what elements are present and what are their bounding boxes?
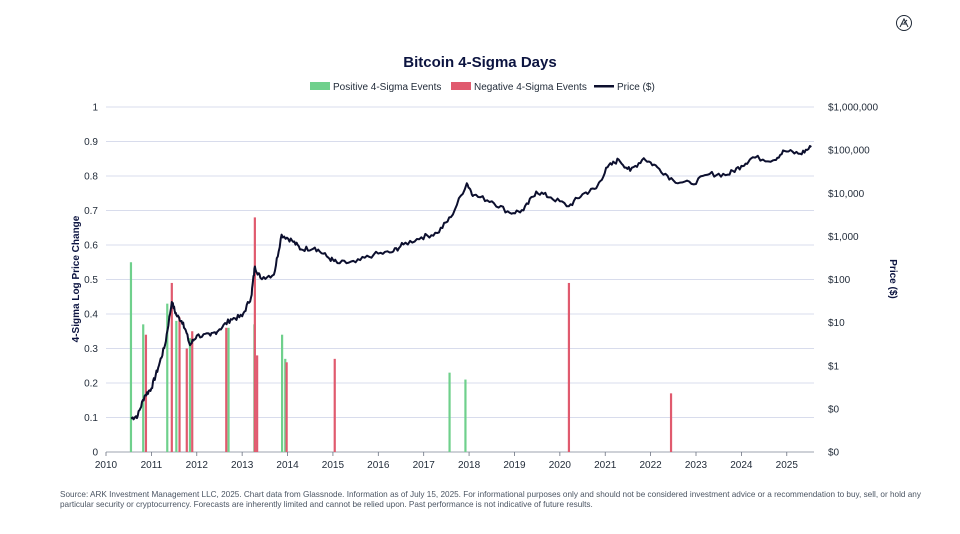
positive-event-bar [166, 303, 169, 452]
right-tick-label: $100 [828, 275, 851, 286]
negative-event-bar [170, 282, 173, 452]
right-tick-label: $10 [828, 318, 845, 329]
positive-event-bar [464, 379, 467, 452]
legend-label-2: Price ($) [617, 82, 655, 93]
positive-event-bar [284, 358, 287, 452]
left-tick-label: 0.6 [84, 241, 98, 252]
negative-event-bar [178, 317, 181, 452]
negative-event-bar [285, 362, 288, 452]
chart-title: Bitcoin 4-Sigma Days [403, 54, 556, 71]
left-tick-label: 0.7 [84, 206, 98, 217]
negative-event-bar [333, 358, 336, 452]
x-tick-label: 2013 [231, 460, 254, 471]
positive-event-bar [175, 320, 178, 452]
footnote: Source: ARK Investment Management LLC, 2… [60, 490, 921, 509]
x-tick-label: 2019 [503, 460, 526, 471]
positive-event-bar [129, 262, 133, 452]
x-tick-label: 2021 [594, 460, 617, 471]
positive-event-bar [142, 324, 145, 452]
left-tick-label: 0.2 [84, 379, 98, 390]
right-tick-label: $100,000 [828, 146, 870, 157]
x-tick-label: 2017 [413, 460, 436, 471]
x-tick-label: 2016 [367, 460, 390, 471]
right-tick-label: $1 [828, 361, 840, 372]
legend-label-0: Positive 4-Sigma Events [333, 82, 441, 93]
right-axis-title: Price ($) [887, 259, 898, 298]
left-tick-label: 0.3 [84, 344, 98, 355]
right-tick-label: $1,000 [828, 232, 859, 243]
left-tick-label: 0.4 [84, 310, 98, 321]
right-tick-label: $10,000 [828, 189, 865, 200]
negative-events [144, 217, 673, 452]
left-axis-title: 4-Sigma Log Price Change [71, 215, 82, 342]
left-tick-label: 0.5 [84, 275, 98, 286]
x-tick-label: 2010 [95, 460, 118, 471]
price-line [130, 145, 812, 421]
left-axis: 0 0.1 0.2 0.3 0.4 0.5 0.6 0.7 0.8 0.9 1 [84, 103, 98, 459]
right-tick-label: $0 [828, 448, 840, 459]
positive-event-bar [227, 327, 230, 452]
ark-logo-icon [896, 15, 912, 31]
negative-event-bar [253, 217, 256, 452]
left-tick-label: 0.9 [84, 137, 98, 148]
x-tick-label: 2020 [549, 460, 572, 471]
negative-event-bar [185, 348, 188, 452]
legend-swatch-2 [594, 85, 614, 88]
negative-event-bar [256, 355, 259, 452]
positive-event-bar [188, 338, 192, 452]
x-tick-label: 2022 [639, 460, 662, 471]
grid [106, 106, 814, 453]
legend-swatch-0 [310, 82, 330, 90]
right-axis: $0 $0 $1 $10 $100 $1,000 $10,000 $100,000 $1,000… [828, 103, 878, 459]
left-tick-label: 0.1 [84, 413, 98, 424]
x-tick-label: 2015 [322, 460, 345, 471]
negative-event-bar [669, 393, 673, 452]
x-tick-label: 2014 [276, 460, 299, 471]
x-tick-label: 2012 [186, 460, 209, 471]
negative-event-bar [225, 327, 228, 452]
x-tick-label: 2025 [776, 460, 799, 471]
x-tick-label: 2024 [730, 460, 753, 471]
legend: Positive 4-Sigma Events Negative 4-Sigma … [310, 82, 655, 93]
right-tick-label: $1,000,000 [828, 103, 878, 114]
x-axis: 2010 2011 2012 2013 2014 2015 2016 2017 2018 2019… [95, 452, 798, 471]
price-series [130, 145, 812, 421]
x-tick-label: 2023 [685, 460, 708, 471]
negative-event-bar [191, 331, 194, 452]
legend-swatch-1 [451, 82, 471, 90]
positive-event-bar [280, 334, 284, 452]
positive-event-bar [448, 372, 451, 452]
left-tick-label: 0 [92, 448, 98, 459]
left-tick-label: 0.8 [84, 172, 98, 183]
x-tick-label: 2018 [458, 460, 481, 471]
legend-label-1: Negative 4-Sigma Events [474, 82, 587, 93]
right-tick-label: $0 [828, 404, 840, 415]
negative-event-bar [567, 282, 571, 452]
left-tick-label: 1 [92, 103, 98, 114]
x-tick-label: 2011 [141, 460, 163, 471]
